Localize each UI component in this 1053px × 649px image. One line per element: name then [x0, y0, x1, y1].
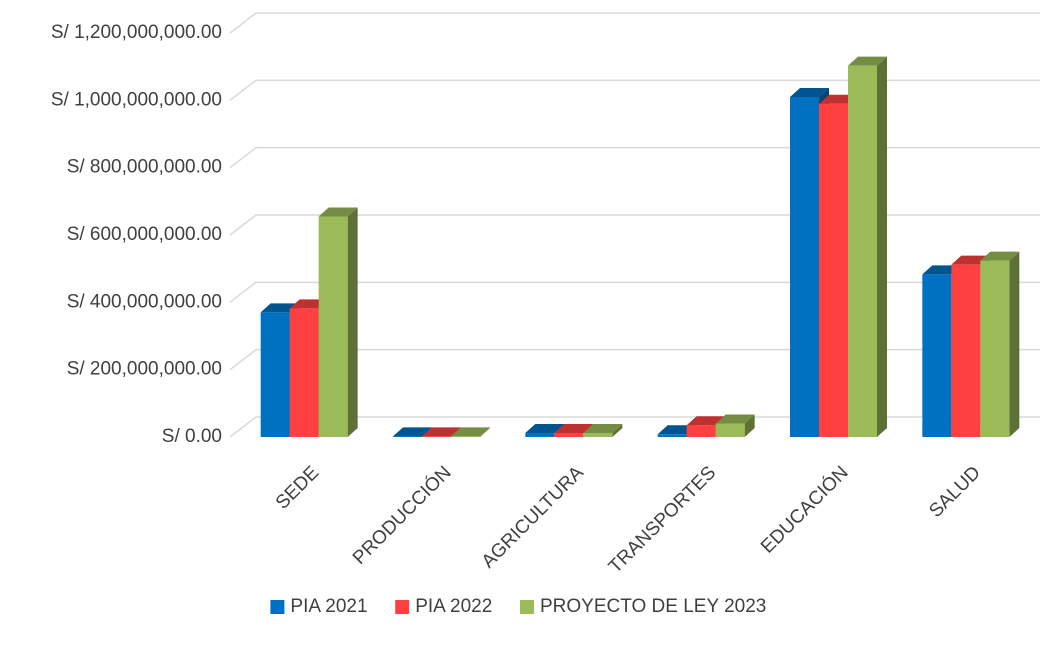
x-tick-label: SALUD	[925, 462, 985, 522]
y-tick-label: S/ 600,000,000.00	[67, 224, 222, 245]
bar	[848, 65, 877, 437]
bar	[525, 432, 555, 437]
bar	[583, 432, 613, 437]
bar	[260, 312, 290, 437]
bar	[951, 264, 981, 437]
bar-side	[744, 414, 755, 437]
bar-top	[422, 427, 461, 437]
bar-top	[393, 427, 432, 437]
legend-label: PROYECTO DE LEY 2023	[540, 596, 766, 617]
bar	[686, 425, 716, 437]
grid-line	[229, 79, 1040, 101]
grid-line	[229, 12, 1040, 34]
y-tick-label: S/ 800,000,000.00	[67, 157, 222, 178]
grid-line	[229, 348, 1040, 371]
bar-top	[686, 416, 726, 426]
bar	[657, 434, 687, 437]
y-tick-label: S/ 200,000,000.00	[67, 359, 222, 380]
bar-side	[1009, 251, 1020, 437]
bar-top	[715, 414, 755, 424]
x-tick-label: SEDE	[272, 462, 323, 513]
legend-label: PIA 2021	[290, 596, 367, 617]
bar-side	[877, 56, 887, 437]
bar	[318, 216, 348, 437]
grid-line	[229, 146, 1040, 169]
x-tick-label: PRODUCCIÓN	[348, 462, 455, 569]
bar-top	[525, 423, 565, 433]
x-tick-label: EDUCACIÓN	[756, 462, 852, 558]
x-tick-label: AGRICULTURA	[478, 462, 588, 572]
legend-swatch	[520, 600, 534, 614]
bar-top	[848, 56, 887, 66]
bar	[554, 432, 584, 437]
y-tick-label: S/ 1,200,000,000.00	[51, 22, 222, 43]
bar	[819, 103, 848, 437]
bar-top	[318, 207, 358, 217]
bar	[922, 274, 952, 437]
bar-top	[583, 423, 623, 433]
bar	[289, 308, 319, 437]
grid-line	[229, 214, 1040, 236]
bar	[715, 423, 745, 437]
legend-swatch	[395, 600, 410, 614]
bar-side	[612, 423, 623, 437]
bar	[422, 436, 451, 437]
legend-label: PIA 2022	[415, 596, 492, 617]
grid-line	[229, 281, 1040, 303]
bar	[393, 436, 422, 437]
bar-side	[347, 207, 358, 437]
y-tick-label: S/ 1,000,000,000.00	[51, 89, 222, 110]
y-tick-label: S/ 400,000,000.00	[67, 291, 222, 312]
grid-line	[229, 416, 1040, 438]
bar-top	[451, 427, 490, 437]
x-tick-label: TRANSPORTES	[605, 462, 720, 577]
y-tick-label: S/ 0.00	[162, 426, 222, 447]
bar-side	[480, 427, 490, 437]
bar-top	[554, 423, 594, 433]
bar-top	[790, 87, 829, 97]
legend-swatch	[270, 600, 285, 614]
bar	[980, 260, 1010, 437]
bar	[451, 436, 480, 437]
bar-top	[980, 251, 1020, 261]
bar	[790, 96, 819, 437]
